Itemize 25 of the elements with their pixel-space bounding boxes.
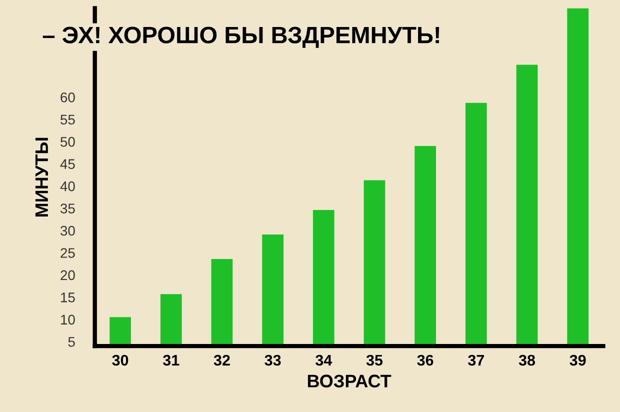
x-tick-label: 35 bbox=[366, 354, 383, 366]
y-tick-label: 60 bbox=[60, 92, 75, 102]
y-tick-label: 40 bbox=[60, 181, 75, 192]
y-tick-label: 50 bbox=[60, 136, 75, 147]
x-tick-label: 36 bbox=[417, 354, 434, 366]
y-tick-label: 35 bbox=[60, 204, 75, 214]
y-axis-title: МИНУТЫ bbox=[35, 138, 48, 216]
x-axis-title: ВОЗРАСТ bbox=[308, 374, 392, 388]
x-tick-label: 37 bbox=[468, 354, 484, 366]
text: – ЭХ! ХОРОШО БЫ ВЗДРЕМНУТЬ! bbox=[42, 26, 440, 48]
y-tick-label: 30 bbox=[60, 226, 75, 236]
y-tick-label: 10 bbox=[61, 314, 75, 325]
x-tick-label: 30 bbox=[112, 354, 128, 366]
y-tick-label: 25 bbox=[60, 248, 75, 258]
y-tick-label: 45 bbox=[60, 159, 75, 169]
x-tick-label: 33 bbox=[264, 354, 281, 366]
x-tick-label: 31 bbox=[162, 354, 180, 366]
x-tick-label: 34 bbox=[315, 354, 332, 366]
x-tick-label: 39 bbox=[570, 354, 586, 366]
x-tick-label: 38 bbox=[518, 354, 536, 366]
y-tick-label: 15 bbox=[61, 292, 75, 302]
y-tick-label: 5 bbox=[68, 337, 75, 347]
x-tick-label: 32 bbox=[214, 354, 230, 366]
y-tick-label: 20 bbox=[60, 270, 75, 280]
y-tick-label: 55 bbox=[60, 114, 75, 125]
